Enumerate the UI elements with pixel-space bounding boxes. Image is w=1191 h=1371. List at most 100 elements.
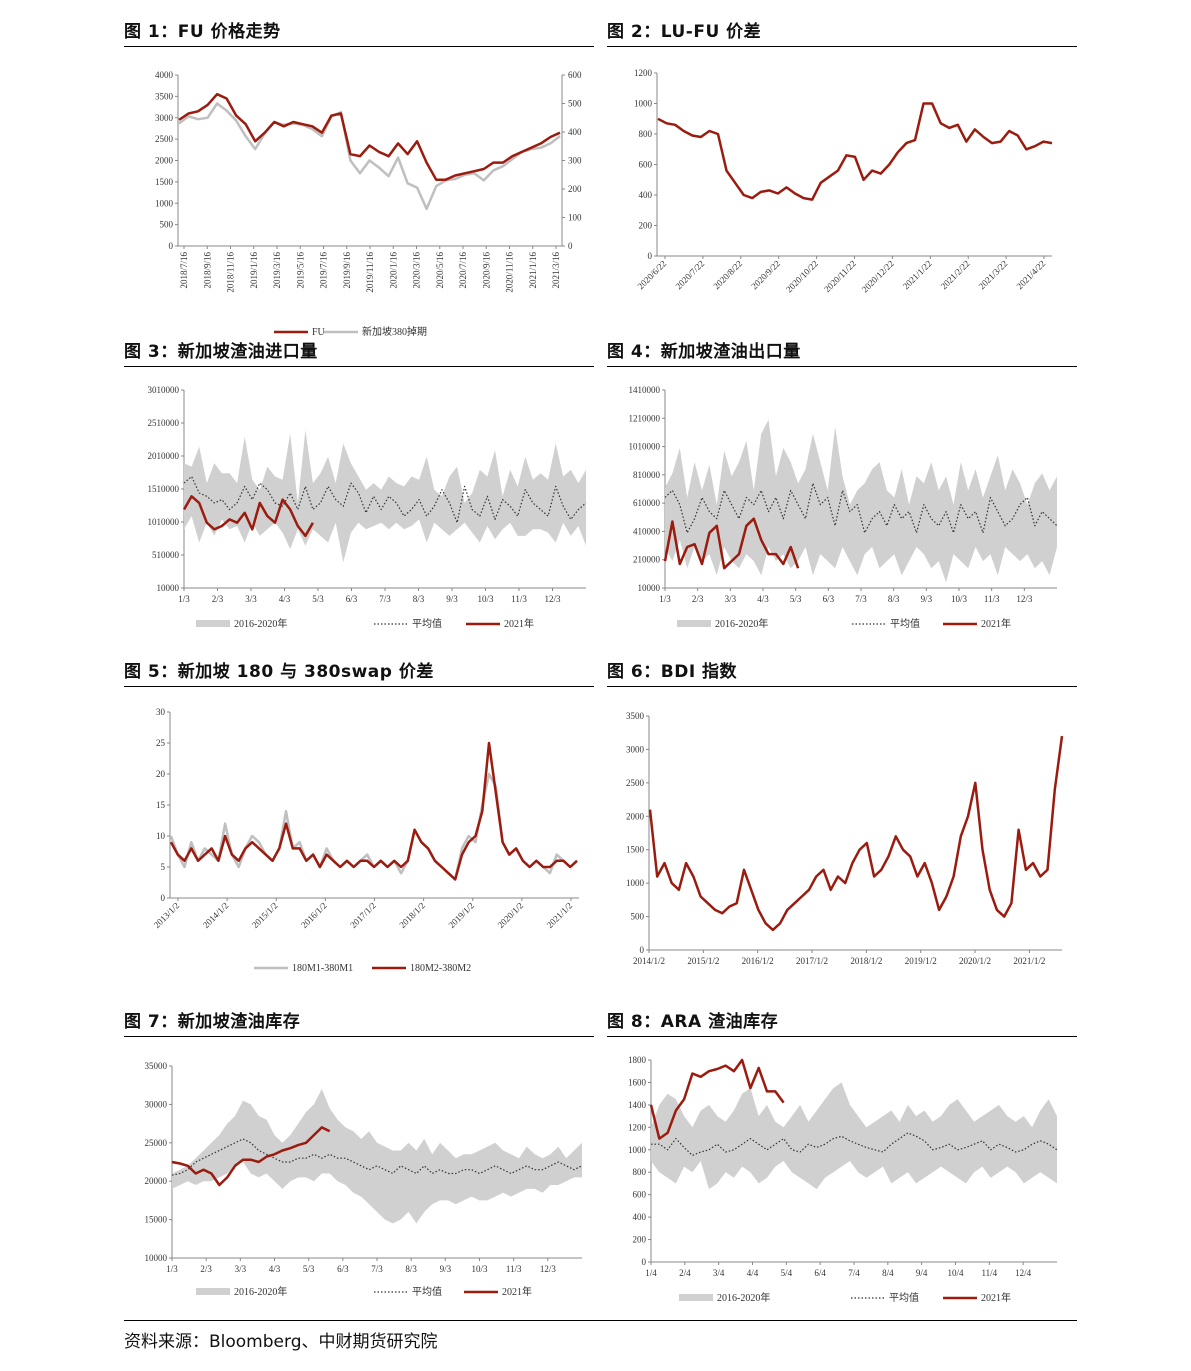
x-tick-label: 4/3	[269, 1264, 281, 1274]
x-tick-label: 8/3	[413, 594, 425, 604]
y-tick-label: 1200	[628, 1122, 647, 1132]
series-line-bdi	[648, 735, 1064, 932]
x-tick-label: 3/3	[235, 1264, 247, 1274]
y-tick-label: 25000	[145, 1138, 168, 1148]
figure-title: 图 1：FU 价格走势	[124, 18, 594, 47]
x-tick-label: 6/4	[814, 1268, 826, 1278]
x-tick-label: 2013/1/2	[152, 900, 182, 930]
x-tick-label: 12/4	[1015, 1268, 1032, 1278]
y-tick-label: 800	[633, 1167, 647, 1177]
series-line-average	[651, 1132, 1058, 1157]
x-tick-label: 2019/7/16	[319, 252, 329, 289]
y-tick-label: 800	[639, 129, 653, 139]
x-tick-label: 2017/1/2	[348, 900, 378, 930]
legend-swatch	[196, 1288, 230, 1295]
y-tick-label: 15000	[145, 1215, 168, 1225]
x-tick-label: 2014/1/2	[201, 900, 231, 930]
x-tick-label: 4/4	[747, 1268, 759, 1278]
y-tick-right-label: 600	[568, 70, 582, 80]
x-tick-label: 4/3	[279, 594, 291, 604]
x-tick-label: 2020/8/22	[711, 258, 744, 291]
y-tick-label: 3000	[626, 744, 645, 754]
x-tick-label: 2018/9/16	[202, 252, 212, 289]
chart-ara-inventory: 0 200 400 600 800 1000 1200 1400 1600 1800 1/4 2/4 3…	[628, 1055, 1058, 1304]
legend-label: 2021年	[504, 617, 534, 630]
y-tick-label: 0	[169, 241, 174, 251]
y-tick-label: 500	[631, 912, 645, 922]
chart-bdi: 0 500 1000 1500 2000 2500 3000 3500 2014/1/2 2015…	[626, 711, 1064, 966]
x-tick-label: 2017/1/2	[796, 956, 828, 966]
y-tick-label: 500	[160, 220, 174, 230]
y-tick-label: 5	[161, 862, 166, 872]
x-tick-label: 12/3	[1016, 594, 1033, 604]
x-tick-label: 2016/1/2	[742, 956, 774, 966]
band-area	[665, 419, 1057, 583]
y-tick-label: 200	[639, 221, 653, 231]
x-tick-label: 2018/11/16	[226, 252, 236, 293]
y-tick-label: 1410000	[629, 385, 661, 395]
band-area	[172, 1089, 582, 1224]
y-tick-label: 3010000	[148, 385, 180, 395]
x-tick-label: 6/3	[823, 594, 835, 604]
band-area	[184, 430, 586, 563]
y-tick-label: 1000	[626, 878, 645, 888]
legend-label: 2021年	[981, 617, 1011, 630]
y-tick-label: 0	[161, 893, 166, 903]
y-tick-label: 10	[156, 831, 166, 841]
x-tick-label: 2019/1/16	[249, 252, 259, 289]
x-tick-label: 7/4	[848, 1268, 860, 1278]
legend-label: 2021年	[502, 1285, 532, 1298]
y-tick-label: 810000	[633, 470, 661, 480]
y-tick-label: 25	[156, 738, 166, 748]
series-line-180m2-380m2	[169, 741, 578, 881]
x-tick-label: 8/4	[882, 1268, 894, 1278]
x-tick-label: 2019/3/16	[272, 252, 282, 289]
x-tick-label: 2015/1/2	[687, 956, 719, 966]
y-tick-label: 1400	[628, 1100, 647, 1110]
y-tick-label: 1210000	[629, 413, 661, 423]
y-tick-label: 200	[633, 1235, 647, 1245]
y-tick-label: 1000	[155, 198, 174, 208]
x-tick-label: 6/3	[337, 1264, 349, 1274]
legend-label: 平均值	[412, 617, 442, 630]
series-line-180m1-380m1	[169, 772, 578, 881]
x-tick-label: 9/3	[446, 594, 458, 604]
y-tick-label: 3500	[155, 91, 174, 101]
x-tick-label: 2019/5/16	[295, 252, 305, 289]
x-tick-label: 2016/1/2	[299, 900, 329, 930]
x-tick-label: 2/3	[212, 594, 224, 604]
x-tick-label: 9/4	[916, 1268, 928, 1278]
y-tick-label: 1510000	[148, 484, 180, 494]
y-tick-label: 210000	[633, 555, 661, 565]
y-tick-label: 3000	[155, 113, 174, 123]
x-tick-label: 5/3	[303, 1264, 315, 1274]
series-line-average	[664, 482, 1058, 534]
x-tick-label: 8/3	[888, 594, 900, 604]
series-line-2021	[171, 1126, 331, 1187]
y-tick-label: 600	[633, 1190, 647, 1200]
x-tick-label: 8/3	[405, 1264, 417, 1274]
x-tick-label: 7/3	[855, 594, 867, 604]
legend-label: FU	[312, 327, 326, 338]
figure-title: 图 3：新加坡渣油进口量	[124, 338, 594, 367]
y-tick-label: 1200	[634, 68, 653, 78]
chart-sg-import: 10000 510000 1010000 1510000 2010000 2510000 3…	[148, 385, 587, 630]
y-tick-label: 30000	[145, 1099, 168, 1109]
x-tick-label: 1/3	[166, 1264, 178, 1274]
series-line-average	[183, 475, 587, 524]
x-tick-label: 2020/10/22	[784, 258, 820, 294]
x-tick-label: 2021/2/22	[939, 258, 972, 291]
y-tick-label: 20	[156, 769, 166, 779]
y-tick-label: 1800	[628, 1055, 647, 1065]
x-tick-label: 12/3	[544, 594, 561, 604]
x-tick-label: 2020/7/16	[458, 252, 468, 289]
x-tick-label: 2/4	[679, 1268, 691, 1278]
chart-sg-inventory: 10000 15000 20000 25000 30000 35000 1/3 2/3 3/3 4…	[145, 1061, 583, 1298]
y-tick-label: 2010000	[148, 451, 180, 461]
x-tick-label: 5/4	[781, 1268, 793, 1278]
chart-sg-export: 10000 210000 410000 610000 810000 1010000 1210…	[629, 385, 1058, 630]
x-tick-label: 7/3	[379, 594, 391, 604]
y-tick-label: 2000	[626, 811, 645, 821]
y-tick-label: 20000	[145, 1176, 168, 1186]
y-tick-label: 2500	[626, 778, 645, 788]
